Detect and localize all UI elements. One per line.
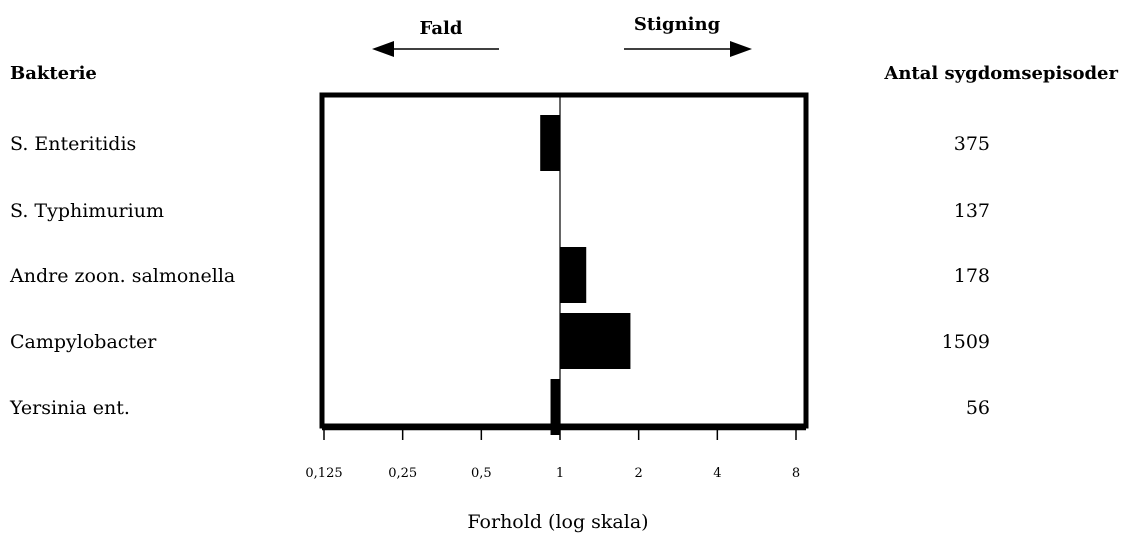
x-axis-label: Forhold (log skala)	[467, 511, 648, 533]
count-value: 1509	[942, 331, 990, 353]
decrease-arrow	[372, 41, 499, 57]
row-label: S. Typhimurium	[10, 200, 164, 222]
increase-arrow	[624, 41, 752, 57]
bar	[540, 115, 560, 171]
count-labels: 375 137 178 1509 56	[942, 133, 990, 419]
count-value: 56	[966, 397, 990, 419]
bar	[550, 379, 560, 435]
tick-label: 2	[635, 466, 643, 481]
count-header: Antal sygdomsepisoder	[883, 63, 1118, 84]
bars-layer	[540, 115, 631, 435]
tick-label: 8	[792, 466, 800, 481]
row-label: Andre zoon. salmonella	[9, 265, 235, 287]
x-axis-ticks: 0,125 0,25 0,5 1 2 4 8	[305, 429, 800, 481]
tick-label: 4	[713, 466, 721, 481]
count-value: 375	[954, 133, 990, 155]
decrease-label: Fald	[420, 18, 463, 39]
row-label: Yersinia ent.	[9, 397, 130, 419]
row-labels: S. Enteritidis S. Typhimurium Andre zoon. …	[9, 133, 235, 419]
row-header: Bakterie	[10, 63, 97, 84]
row-label: Campylobacter	[10, 331, 157, 353]
bar	[560, 313, 631, 369]
tick-label: 1	[556, 466, 564, 481]
count-value: 137	[954, 200, 990, 222]
tick-label: 0,5	[471, 466, 492, 481]
increase-label: Stigning	[634, 14, 721, 35]
tick-label: 0,125	[305, 466, 342, 481]
tick-label: 0,25	[388, 466, 417, 481]
row-label: S. Enteritidis	[10, 133, 136, 155]
count-value: 178	[954, 265, 990, 287]
bar	[560, 247, 587, 303]
